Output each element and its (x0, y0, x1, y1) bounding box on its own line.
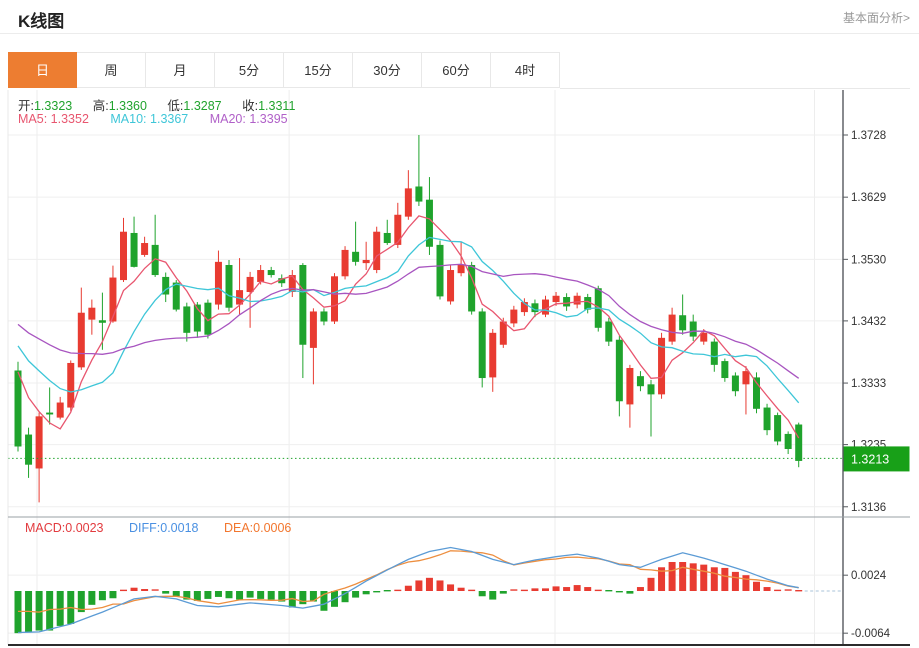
macd-label-value: MACD:0.0023 (25, 521, 104, 535)
page-title: K线图 (18, 12, 65, 31)
tab-month[interactable]: 月 (146, 52, 215, 88)
fundamental-analysis-link[interactable]: 基本面分析> (842, 11, 910, 25)
current-price-tag (843, 446, 910, 472)
ma10-line (17, 236, 800, 404)
low-label: 低: (167, 99, 184, 113)
macd-histogram-layer (14, 562, 803, 634)
tab-30min[interactable]: 30分 (353, 52, 422, 88)
tab-5min[interactable]: 5分 (215, 52, 284, 88)
low-value: 1.3287 (183, 99, 222, 113)
svg-text:1.3213: 1.3213 (851, 452, 889, 466)
open-value: 1.3323 (33, 99, 73, 113)
svg-text:0.0024: 0.0024 (851, 570, 887, 582)
ohlc-info-bar: 开:1.3323 高:1.3360 低:1.3287 收:1.3311 (18, 95, 312, 114)
tabs-filler (560, 52, 910, 89)
ma10-label-value: MA10: 1.3367 (110, 112, 189, 126)
page-header: K线图 基本面分析> (0, 0, 919, 34)
diff-label-value: DIFF:0.0018 (129, 521, 199, 535)
macd-info-bar: MACD:0.0023 DIFF:0.0018 DEA:0.0006 (25, 521, 291, 535)
diff-line (17, 546, 799, 634)
svg-text:1.3136: 1.3136 (851, 502, 886, 514)
tab-60min[interactable]: 60分 (422, 52, 491, 88)
dea-line (18, 550, 799, 613)
ma20-line (17, 263, 800, 379)
svg-text:1.3629: 1.3629 (851, 192, 886, 204)
ma5-label-value: MA5: 1.3352 (18, 112, 89, 126)
svg-text:1.3432: 1.3432 (851, 316, 886, 328)
svg-text:-0.0064: -0.0064 (851, 628, 891, 640)
svg-text:1.3728: 1.3728 (851, 130, 886, 142)
high-label: 高: (92, 99, 109, 113)
kline-chart-canvas[interactable]: 1.37281.36291.35301.34321.33331.32351.31… (0, 89, 919, 648)
open-label: 开: (18, 99, 34, 113)
tab-week[interactable]: 周 (77, 52, 146, 88)
close-value: 1.3311 (258, 99, 296, 113)
svg-text:1.3530: 1.3530 (851, 254, 886, 266)
ma-info-bar: MA5: 1.3352 MA10: 1.3367 MA20: 1.3395 (18, 112, 288, 126)
high-value: 1.3360 (108, 99, 147, 113)
candles-layer (14, 135, 803, 503)
ma20-label-value: MA20: 1.3395 (209, 112, 288, 126)
svg-text:1.3333: 1.3333 (851, 378, 886, 390)
tab-day[interactable]: 日 (8, 52, 77, 88)
dea-label-value: DEA:0.0006 (223, 521, 292, 535)
tab-4hour[interactable]: 4时 (491, 52, 560, 88)
tab-15min[interactable]: 15分 (284, 52, 353, 88)
timeframe-tabs: 日 周 月 5分 15分 30分 60分 4时 (8, 52, 910, 89)
close-label: 收: (242, 99, 259, 113)
ma5-line (17, 215, 800, 439)
